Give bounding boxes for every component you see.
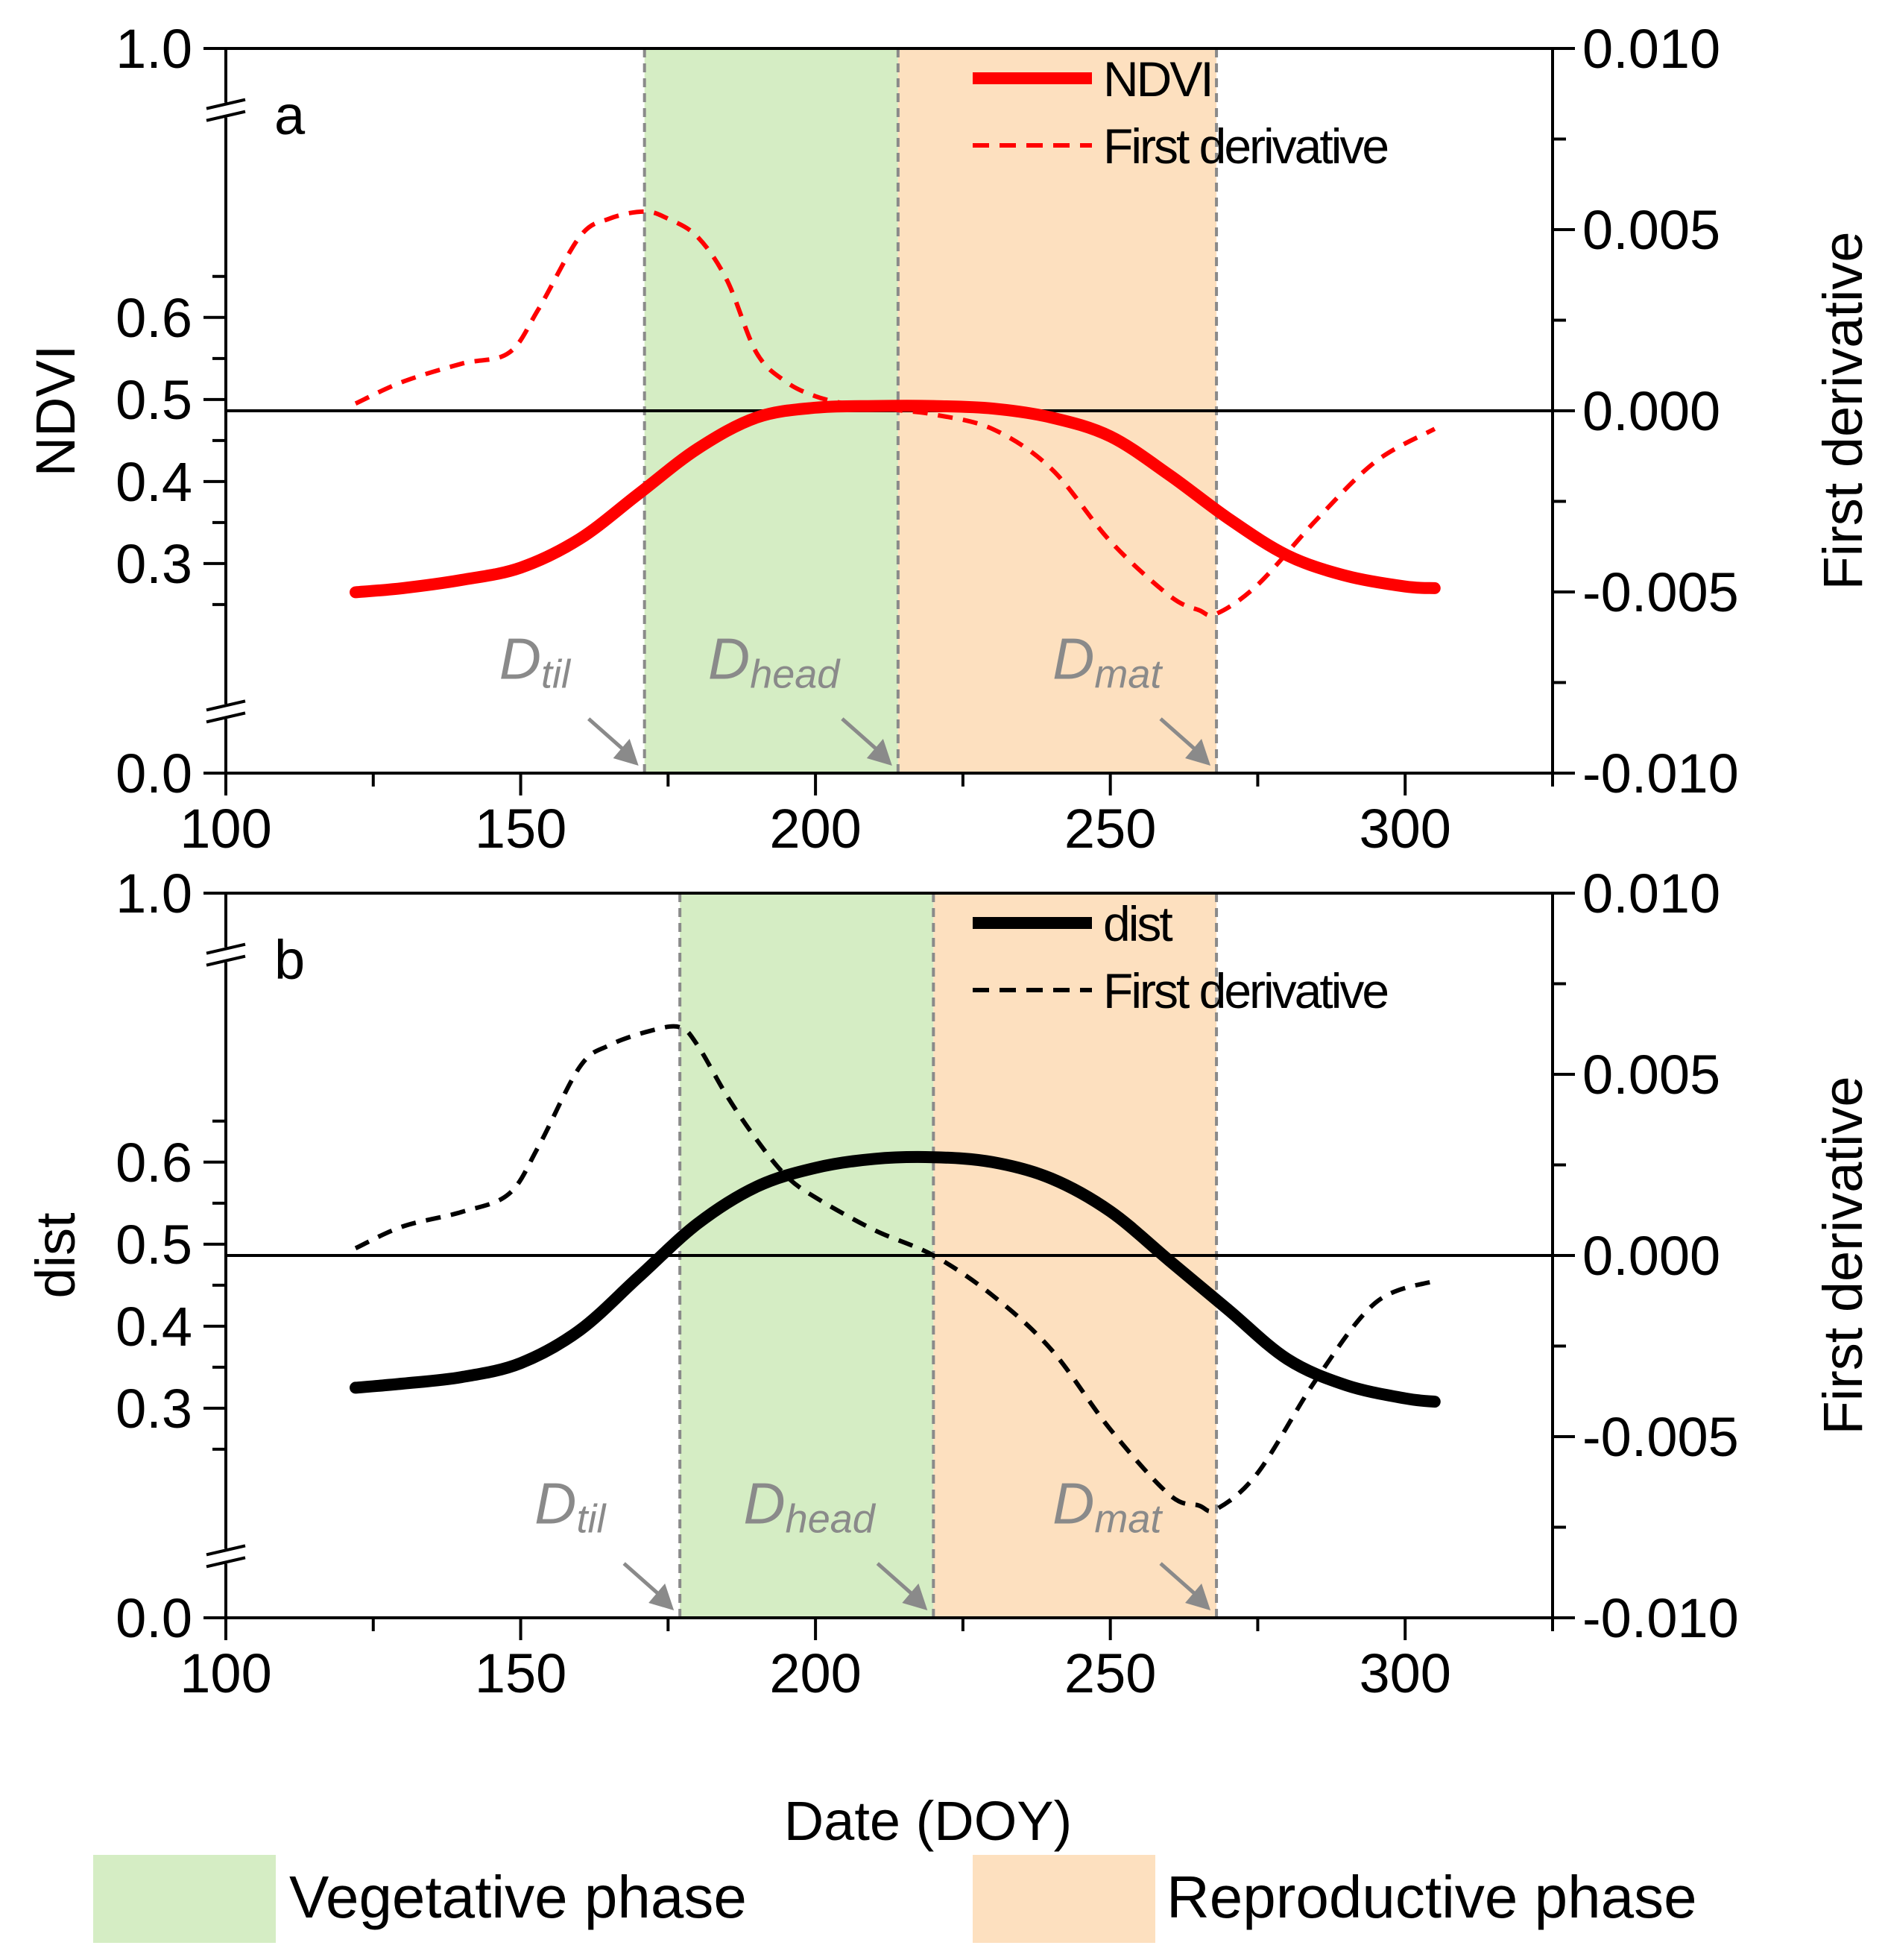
- y-right-tick-label: 0.005: [1582, 199, 1720, 261]
- reproductive-phase-swatch: [973, 1855, 1155, 1943]
- y-left-axis-title: NDVI: [25, 345, 86, 477]
- x-tick-label: 250: [1064, 798, 1156, 860]
- axis-break-mark: [206, 954, 246, 967]
- y-right-tick-label: 0.010: [1582, 863, 1720, 924]
- date-arrowhead-til: [613, 739, 639, 766]
- y-left-tick-label: 0.6: [116, 287, 192, 349]
- axis-break-mark: [206, 110, 246, 122]
- x-tick-label: 200: [769, 798, 861, 860]
- date-arrowhead-head: [902, 1584, 928, 1610]
- y-left-axis-title: dist: [25, 1212, 86, 1299]
- vegetative-phase-label: Vegetative phase: [289, 1864, 747, 1930]
- y-left-tick-label: 0.0: [116, 743, 192, 804]
- x-tick-label: 150: [475, 798, 566, 860]
- date-arrow-til: [622, 1562, 665, 1600]
- axis-break-mark: [206, 942, 246, 955]
- y-right-tick-label: -0.010: [1582, 1587, 1739, 1649]
- x-tick-label: 250: [1064, 1642, 1156, 1704]
- y-right-axis-title: First derivative: [1812, 231, 1874, 590]
- y-left-tick-label: 0.4: [116, 451, 192, 513]
- date-arrowhead-mat: [1185, 1584, 1211, 1610]
- series-first-derivative-line: [354, 209, 1436, 618]
- axis-break-mark: [206, 699, 246, 712]
- date-label-mat: Dmat: [1052, 1471, 1163, 1542]
- x-tick-label: 100: [180, 798, 271, 860]
- date-label-mat: Dmat: [1052, 626, 1163, 697]
- y-left-tick-label: 1.0: [116, 18, 192, 80]
- y-left-tick-label: 0.3: [116, 533, 192, 595]
- x-tick-label: 200: [769, 1642, 861, 1704]
- y-left-tick-label: 0.3: [116, 1378, 192, 1440]
- y-left-tick-label: 0.5: [116, 369, 192, 431]
- x-tick-label: 150: [475, 1642, 566, 1704]
- date-arrowhead-mat: [1185, 739, 1211, 766]
- reproductive-phase-label: Reproductive phase: [1166, 1864, 1697, 1930]
- y-right-tick-label: -0.010: [1582, 743, 1739, 804]
- y-right-tick-label: -0.005: [1582, 1406, 1739, 1468]
- panel-a: 100 150 200 250 300 0.0 0.3 0.4 0.5 0.6 1.0 -0.010 -…: [25, 18, 1874, 860]
- panel-letter: b: [274, 929, 305, 991]
- axis-break-mark: [206, 98, 246, 110]
- date-arrow-head: [841, 717, 883, 755]
- date-arrow-head: [876, 1562, 918, 1600]
- date-label-head: Dhead: [743, 1471, 876, 1542]
- date-label-head: Dhead: [708, 626, 841, 697]
- y-left-tick-label: 0.6: [116, 1132, 192, 1194]
- x-tick-label: 300: [1359, 1642, 1450, 1704]
- y-right-tick-label: 0.010: [1582, 18, 1720, 80]
- x-tick-label: 300: [1359, 798, 1450, 860]
- date-label-til: Dtil: [499, 626, 572, 697]
- legend-label-primary: dist: [1103, 896, 1172, 951]
- series-dist-line: [350, 1150, 1441, 1408]
- series-ndvi-line: [350, 400, 1441, 599]
- series-first-derivative-line: [354, 1024, 1436, 1513]
- x-tick-label: 100: [180, 1642, 271, 1704]
- date-arrow-mat: [1159, 717, 1202, 755]
- x-axis-title: Date (DOY): [784, 1790, 1073, 1852]
- y-left-tick-label: 0.0: [116, 1587, 192, 1649]
- axis-break-mark: [206, 711, 246, 724]
- date-arrowhead-head: [866, 739, 892, 766]
- y-right-tick-label: 0.000: [1582, 1225, 1720, 1287]
- axis-break-mark: [206, 1556, 246, 1569]
- y-left-tick-label: 1.0: [116, 863, 192, 924]
- panel-b: 100 150 200 250 300 0.0 0.3 0.4 0.5 0.6 1.0 -0.010 -…: [25, 863, 1874, 1704]
- y-right-tick-label: -0.005: [1582, 561, 1739, 623]
- vegetative-phase-swatch: [93, 1855, 276, 1943]
- date-label-til: Dtil: [534, 1471, 607, 1542]
- date-arrow-til: [587, 717, 630, 755]
- y-right-tick-label: 0.005: [1582, 1044, 1720, 1106]
- legend-label-primary: NDVI: [1103, 51, 1212, 107]
- y-left-tick-label: 0.5: [116, 1214, 192, 1276]
- y-right-axis-title: First derivative: [1812, 1076, 1874, 1434]
- y-right-tick-label: 0.000: [1582, 380, 1720, 442]
- y-left-tick-label: 0.4: [116, 1296, 192, 1358]
- legend-label-derivative: First derivative: [1103, 119, 1387, 174]
- axis-break-mark: [206, 1544, 246, 1557]
- date-arrowhead-til: [648, 1584, 675, 1610]
- date-arrow-mat: [1159, 1562, 1202, 1600]
- legend-label-derivative: First derivative: [1103, 963, 1387, 1018]
- panel-letter: a: [274, 84, 306, 146]
